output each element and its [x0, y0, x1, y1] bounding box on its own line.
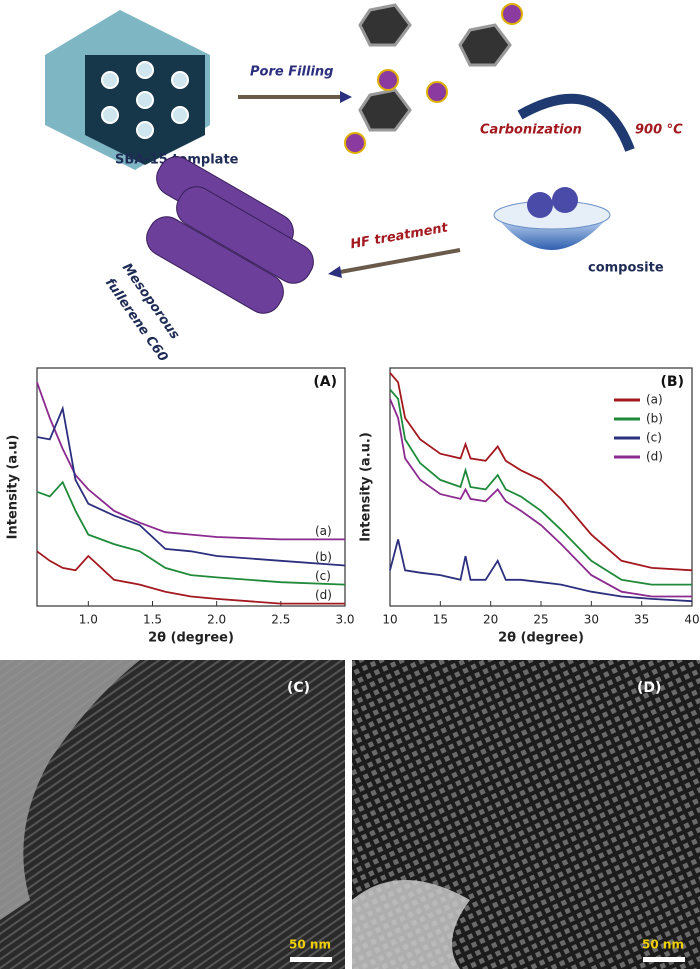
- pores: [101, 61, 189, 139]
- data-line: [389, 398, 692, 598]
- series-label: (a): [315, 524, 332, 538]
- y-axis-label: Intensity (a.u): [6, 435, 21, 540]
- molecules: [358, 3, 512, 132]
- step-label: Carbonization: [480, 123, 582, 138]
- x-tick-label: 35: [634, 613, 649, 627]
- scale-label: 50 nm: [642, 938, 684, 952]
- xrd-panels: 1.0 1.5 2.0 2.5 3.0 2θ (degree) Intensity (a.u…: [6, 367, 700, 646]
- arrowhead: [328, 266, 342, 278]
- step-label: Pore Filling: [250, 65, 333, 80]
- x-tick-label: 2.0: [207, 613, 226, 627]
- composite-particle: [527, 192, 553, 218]
- background-region: [352, 880, 470, 969]
- x-tick-label: 25: [533, 613, 548, 627]
- series-label: (d): [315, 588, 332, 602]
- x-tick-label: 1.5: [143, 613, 162, 627]
- plot-frame: [36, 367, 346, 607]
- x-tick-label: 2.5: [271, 613, 290, 627]
- composite-particle: [552, 187, 578, 213]
- x-tick-label: 10: [382, 613, 397, 627]
- x-tick-label: 30: [584, 613, 599, 627]
- x-tick-label: 40: [684, 613, 699, 627]
- data-line: [36, 480, 346, 586]
- series-label: (c): [315, 569, 331, 583]
- legend-label: (a): [646, 393, 663, 407]
- x-tick-label: 3.0: [335, 613, 354, 627]
- arrowhead: [340, 91, 352, 103]
- legend-label: (d): [646, 450, 663, 464]
- temperature-label: 900 °C: [635, 123, 683, 138]
- background-region: [0, 660, 140, 920]
- panel-label: (C): [287, 680, 310, 696]
- x-axis-label: 2θ (degree): [498, 631, 584, 646]
- carbon-rods: [146, 156, 314, 314]
- data-line: [36, 405, 346, 567]
- x-tick-label: 20: [483, 613, 498, 627]
- panel-label: (D): [637, 680, 661, 696]
- tem-images: (C) 50 nm (D) 50 nm: [0, 660, 700, 969]
- legend-label: (b): [646, 412, 663, 426]
- step-label: HF treatment: [349, 220, 449, 252]
- legend-label: (c): [646, 431, 662, 445]
- y-axis-label: Intensity (a.u.): [359, 432, 374, 542]
- data-line: [389, 372, 693, 572]
- data-line: [36, 381, 345, 541]
- data-line: [389, 388, 692, 586]
- scale-label: 50 nm: [289, 938, 331, 952]
- scale-bar: [290, 957, 332, 962]
- arrow: [339, 248, 461, 274]
- panel-label: (A): [313, 374, 337, 390]
- x-tick-label: 1.0: [79, 613, 98, 627]
- data-line: [389, 539, 693, 603]
- x-tick-label: 15: [433, 613, 448, 627]
- fullerenes: [344, 3, 523, 154]
- series-label: (b): [315, 550, 332, 564]
- data-line: [36, 550, 345, 605]
- composite-label: composite: [588, 261, 664, 276]
- curved-arrow: [517, 93, 635, 152]
- x-axis-label: 2θ (degree): [148, 631, 234, 646]
- scale-bar: [643, 957, 685, 962]
- schematic: SBA-15 template Pore Filling Carbonizati…: [45, 3, 683, 365]
- panel-label: (B): [661, 374, 684, 390]
